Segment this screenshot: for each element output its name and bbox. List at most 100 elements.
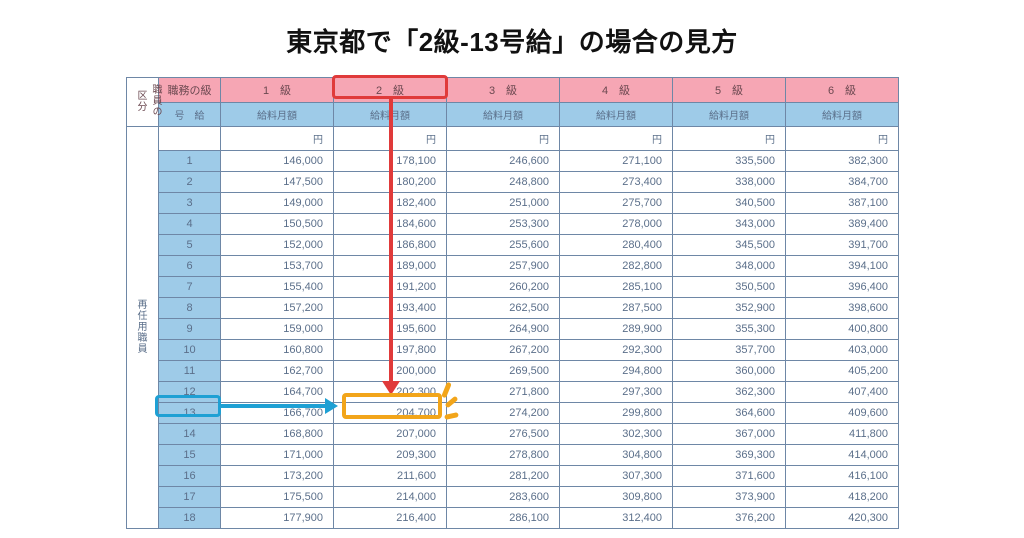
row-number: 18 xyxy=(159,508,221,529)
salary-value: 418,200 xyxy=(786,487,899,508)
header-grade-4: 4 級 xyxy=(560,78,673,103)
table-row: 13166,700204,700274,200299,800364,600409… xyxy=(127,403,899,424)
salary-value: 209,300 xyxy=(334,445,447,466)
salary-value: 364,600 xyxy=(673,403,786,424)
row-number: 5 xyxy=(159,235,221,256)
salary-value: 149,000 xyxy=(221,193,334,214)
salary-value: 335,500 xyxy=(673,151,786,172)
salary-value: 286,100 xyxy=(447,508,560,529)
salary-value: 152,000 xyxy=(221,235,334,256)
salary-value: 384,700 xyxy=(786,172,899,193)
table-row: 4150,500184,600253,300278,000343,000389,… xyxy=(127,214,899,235)
salary-value: 214,000 xyxy=(334,487,447,508)
salary-value: 255,600 xyxy=(447,235,560,256)
table-row: 7155,400191,200260,200285,100350,500396,… xyxy=(127,277,899,298)
table-row: 6153,700189,000257,900282,800348,000394,… xyxy=(127,256,899,277)
table-row: 12164,700202,300271,800297,300362,300407… xyxy=(127,382,899,403)
salary-value: 416,100 xyxy=(786,466,899,487)
header-grade-1: 1 級 xyxy=(221,78,334,103)
salary-value: 348,000 xyxy=(673,256,786,277)
salary-value: 184,600 xyxy=(334,214,447,235)
page-title: 東京都で「2級-13号給」の場合の見方 xyxy=(0,0,1024,77)
salary-value: 171,000 xyxy=(221,445,334,466)
salary-value: 367,000 xyxy=(673,424,786,445)
salary-value: 248,800 xyxy=(447,172,560,193)
salary-value: 207,000 xyxy=(334,424,447,445)
salary-value: 338,000 xyxy=(673,172,786,193)
salary-value: 168,800 xyxy=(221,424,334,445)
header-grade-5: 5 級 xyxy=(673,78,786,103)
salary-value: 186,800 xyxy=(334,235,447,256)
salary-value: 193,400 xyxy=(334,298,447,319)
unit-4: 円 xyxy=(560,127,673,151)
salary-value: 307,300 xyxy=(560,466,673,487)
table-row: 11162,700200,000269,500294,800360,000405… xyxy=(127,361,899,382)
table-row: 3149,000182,400251,000275,700340,500387,… xyxy=(127,193,899,214)
salary-value: 420,300 xyxy=(786,508,899,529)
salary-value: 289,900 xyxy=(560,319,673,340)
row-number: 4 xyxy=(159,214,221,235)
salary-value: 352,900 xyxy=(673,298,786,319)
salary-value: 271,800 xyxy=(447,382,560,403)
table-row: 18177,900216,400286,100312,400376,200420… xyxy=(127,508,899,529)
salary-value: 155,400 xyxy=(221,277,334,298)
salary-value: 178,100 xyxy=(334,151,447,172)
subheader-4: 給料月額 xyxy=(560,103,673,127)
table-row: 17175,500214,000283,600309,800373,900418… xyxy=(127,487,899,508)
row-number: 14 xyxy=(159,424,221,445)
salary-value: 273,400 xyxy=(560,172,673,193)
salary-value: 267,200 xyxy=(447,340,560,361)
salary-value: 278,800 xyxy=(447,445,560,466)
row-number: 12 xyxy=(159,382,221,403)
salary-value: 280,400 xyxy=(560,235,673,256)
salary-value: 285,100 xyxy=(560,277,673,298)
salary-value: 396,400 xyxy=(786,277,899,298)
salary-value: 373,900 xyxy=(673,487,786,508)
salary-value: 294,800 xyxy=(560,361,673,382)
row-number: 7 xyxy=(159,277,221,298)
salary-value: 400,800 xyxy=(786,319,899,340)
salary-value: 150,500 xyxy=(221,214,334,235)
header-grade-6: 6 級 xyxy=(786,78,899,103)
salary-value: 278,000 xyxy=(560,214,673,235)
table-row: 5152,000186,800255,600280,400345,500391,… xyxy=(127,235,899,256)
salary-value: 160,800 xyxy=(221,340,334,361)
salary-value: 283,600 xyxy=(447,487,560,508)
salary-value: 309,800 xyxy=(560,487,673,508)
row-number: 8 xyxy=(159,298,221,319)
table-row: 1146,000178,100246,600271,100335,500382,… xyxy=(127,151,899,172)
unit-6: 円 xyxy=(786,127,899,151)
header-grade-3: 3 級 xyxy=(447,78,560,103)
salary-value: 345,500 xyxy=(673,235,786,256)
salary-value: 173,200 xyxy=(221,466,334,487)
salary-table: 職員の区分 職務の級 1 級 2 級 3 級 4 級 5 級 6 級 号 給 給… xyxy=(126,77,899,529)
table-row: 15171,000209,300278,800304,800369,300414… xyxy=(127,445,899,466)
row-number: 10 xyxy=(159,340,221,361)
salary-value: 251,000 xyxy=(447,193,560,214)
salary-value: 211,600 xyxy=(334,466,447,487)
salary-value: 162,700 xyxy=(221,361,334,382)
salary-value: 409,600 xyxy=(786,403,899,424)
side-header-top: 職員の区分 xyxy=(127,78,159,127)
salary-value: 382,300 xyxy=(786,151,899,172)
header-goukyu: 号 給 xyxy=(159,103,221,127)
row-number: 15 xyxy=(159,445,221,466)
subheader-5: 給料月額 xyxy=(673,103,786,127)
row-number: 17 xyxy=(159,487,221,508)
salary-value: 159,000 xyxy=(221,319,334,340)
subheader-3: 給料月額 xyxy=(447,103,560,127)
table-row: 14168,800207,000276,500302,300367,000411… xyxy=(127,424,899,445)
table-row: 8157,200193,400262,500287,500352,900398,… xyxy=(127,298,899,319)
salary-value: 281,200 xyxy=(447,466,560,487)
salary-value: 299,800 xyxy=(560,403,673,424)
salary-value: 153,700 xyxy=(221,256,334,277)
salary-value: 197,800 xyxy=(334,340,447,361)
unit-5: 円 xyxy=(673,127,786,151)
table-row: 16173,200211,600281,200307,300371,600416… xyxy=(127,466,899,487)
salary-value: 269,500 xyxy=(447,361,560,382)
table-container: 職員の区分 職務の級 1 級 2 級 3 級 4 級 5 級 6 級 号 給 給… xyxy=(126,77,898,529)
salary-value: 195,600 xyxy=(334,319,447,340)
row-number: 3 xyxy=(159,193,221,214)
salary-value: 287,500 xyxy=(560,298,673,319)
table-row: 9159,000195,600264,900289,900355,300400,… xyxy=(127,319,899,340)
